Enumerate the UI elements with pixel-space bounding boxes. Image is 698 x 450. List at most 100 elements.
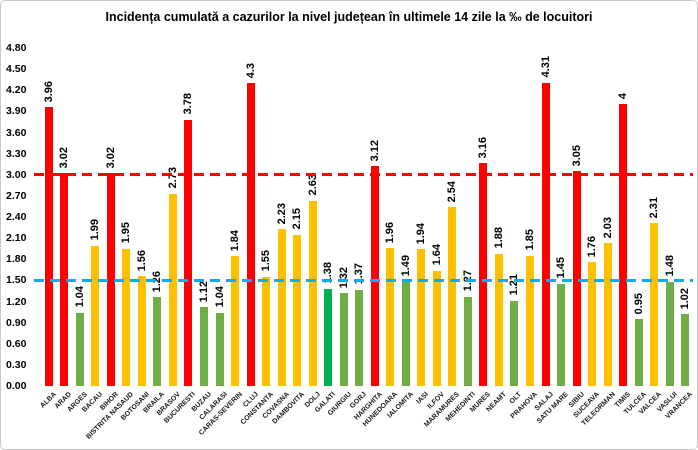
y-axis-tick: 0.30 (6, 358, 27, 371)
bar (75, 312, 84, 386)
bar (432, 270, 441, 386)
bar-value-label: 1.94 (415, 222, 428, 245)
bar-value-label: 1.85 (524, 229, 536, 251)
bar-value-label: 3.02 (58, 146, 71, 169)
bar (386, 247, 395, 386)
bar-value-label: 1.21 (508, 274, 521, 296)
y-axis-tick: 1.50 (6, 274, 27, 287)
bar-value-label: 2.03 (601, 216, 614, 239)
bar (603, 243, 612, 386)
bar (324, 288, 333, 386)
chart-title: Incidența cumulată a cazurilor la nivel … (105, 10, 593, 24)
bar (184, 119, 193, 386)
y-axis-tick: 3.00 (6, 168, 27, 181)
bar (572, 171, 581, 386)
y-axis-tick: 3.30 (6, 147, 27, 160)
bar (137, 276, 146, 386)
bar-value-label: 1.02 (679, 287, 692, 310)
y-axis-tick: 3.60 (6, 126, 27, 139)
bar (231, 256, 240, 386)
bar (479, 163, 488, 386)
bar-value-label: 3.78 (182, 93, 195, 115)
bar-value-label: 3.16 (477, 137, 490, 159)
bar-value-label: 1.99 (89, 219, 102, 241)
bar (168, 193, 177, 386)
bar (246, 83, 255, 386)
bar-value-label: 3.96 (42, 80, 55, 103)
bar (588, 262, 597, 386)
bar-value-label: 2.63 (306, 174, 319, 196)
bar (634, 319, 643, 386)
y-axis-tick: 0.60 (6, 337, 27, 350)
bar-value-label: 1.12 (198, 280, 210, 303)
bar (665, 281, 674, 386)
y-axis-tick: 1.80 (6, 253, 27, 266)
bar (541, 82, 550, 386)
y-axis-tick: 0.00 (6, 380, 27, 392)
bar-value-label: 2.23 (275, 202, 288, 224)
bar-value-label: 1.45 (555, 257, 568, 279)
bar (681, 314, 690, 386)
bar (448, 207, 457, 386)
bar-value-label: 4.31 (539, 56, 552, 78)
y-axis-tick: 3.90 (6, 105, 27, 118)
bar (417, 249, 426, 386)
bar-value-label: 1.48 (663, 255, 676, 277)
bar (526, 255, 534, 386)
bar-value-label: 1.56 (135, 249, 148, 272)
bar (557, 283, 566, 386)
bar (370, 166, 379, 386)
reference-line-threshold-3 (34, 173, 693, 177)
bar-value-label: 3.05 (570, 144, 583, 167)
bar (91, 245, 100, 386)
y-axis-tick: 2.10 (6, 232, 27, 245)
bar-value-label: 1.49 (399, 254, 412, 277)
y-axis-tick: 2.70 (6, 189, 27, 202)
bar-value-label: 1.96 (384, 221, 397, 243)
bar (355, 289, 364, 386)
y-axis-tick: 4.80 (6, 42, 27, 54)
bar-value-label: 1.88 (492, 227, 505, 249)
bar (200, 307, 208, 386)
bar-value-label: 2.31 (648, 196, 661, 219)
bar (308, 200, 317, 386)
bar-value-label: 1.84 (229, 230, 242, 252)
bar (619, 104, 628, 386)
reference-line-threshold-1.5 (34, 278, 693, 282)
bar (494, 253, 503, 386)
bar (215, 312, 224, 386)
bar-value-label: 1.32 (337, 266, 350, 289)
bar (650, 223, 659, 386)
bar-value-label: 4.3 (244, 62, 257, 79)
bar (262, 276, 271, 386)
y-axis-tick: 0.90 (6, 316, 27, 329)
bar-value-label: 1.04 (213, 286, 226, 308)
bar (510, 300, 519, 386)
bar (122, 248, 131, 386)
y-axis-tick: 1.20 (6, 295, 27, 308)
bar-value-label: 1.04 (73, 286, 86, 308)
bar-value-label: 1.55 (260, 250, 273, 272)
bar-value-label: 2.54 (446, 180, 459, 203)
bar-value-label: 3.12 (368, 139, 381, 162)
y-axis-tick: 4.50 (6, 63, 27, 76)
bar (339, 293, 348, 386)
bar-value-label: 4 (617, 93, 630, 100)
y-axis-tick: 4.20 (6, 84, 27, 97)
y-axis-tick: 2.40 (6, 211, 27, 223)
bar (277, 228, 286, 386)
bar-value-label: 1.95 (120, 222, 133, 244)
bar (153, 297, 162, 386)
bar-value-label: 2.73 (166, 167, 179, 189)
bar-value-label: 0.95 (632, 292, 645, 315)
bar (401, 281, 410, 386)
bar (44, 107, 53, 386)
bar-value-label: 1.76 (586, 235, 599, 258)
bar-value-label: 2.15 (291, 208, 304, 230)
bar-value-label: 3.02 (104, 146, 117, 169)
bar-value-label: 1.64 (430, 244, 443, 266)
bar (463, 296, 472, 386)
bar (293, 234, 302, 386)
